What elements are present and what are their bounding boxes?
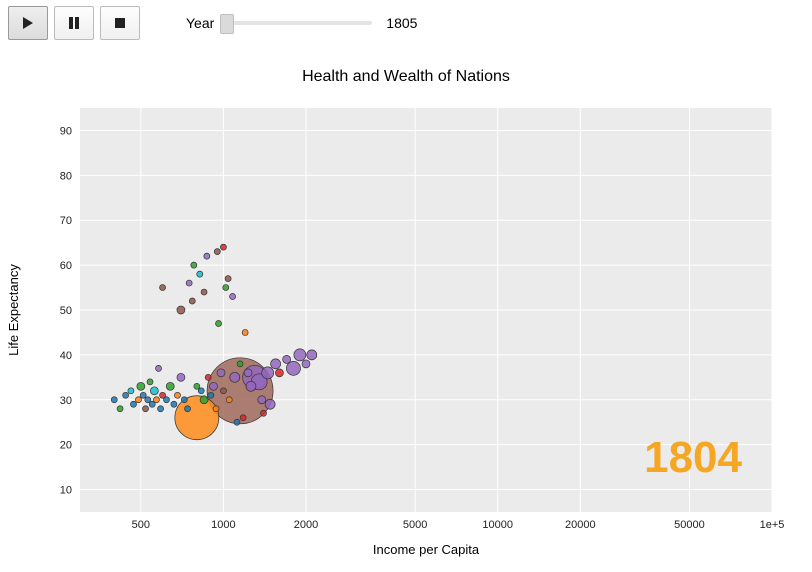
stop-button[interactable]	[100, 6, 140, 40]
year-slider[interactable]	[222, 14, 372, 32]
svg-text:20000: 20000	[565, 519, 596, 531]
play-icon	[21, 16, 35, 30]
svg-text:90: 90	[60, 125, 72, 137]
year-label: Year	[186, 15, 214, 31]
pause-icon	[67, 16, 81, 30]
svg-text:80: 80	[60, 170, 72, 182]
slider-track	[222, 21, 372, 25]
year-overlay: 1804	[644, 433, 742, 482]
pause-button[interactable]	[54, 6, 94, 40]
slider-thumb[interactable]	[220, 14, 234, 34]
stop-icon	[113, 16, 127, 30]
svg-text:5000: 5000	[403, 519, 427, 531]
chart-area: Health and Wealth of Nations 1804 10 20 30…	[0, 50, 812, 529]
x-axis-label: Income per Capita	[373, 542, 480, 557]
play-button[interactable]	[8, 6, 48, 40]
toolbar: Year 1805	[0, 0, 812, 46]
chart-title: Health and Wealth of Nations	[0, 50, 812, 86]
svg-text:1000: 1000	[211, 519, 235, 531]
svg-text:10000: 10000	[482, 519, 513, 531]
svg-text:70: 70	[60, 215, 72, 227]
y-axis-label: Life Expectancy	[6, 264, 21, 356]
svg-text:20: 20	[60, 440, 72, 452]
svg-text:10: 10	[60, 485, 72, 497]
scatter-plot: 1804	[80, 108, 772, 512]
svg-text:500: 500	[132, 519, 150, 531]
svg-text:1e+5: 1e+5	[760, 519, 785, 531]
svg-text:30: 30	[60, 395, 72, 407]
svg-text:50000: 50000	[674, 519, 705, 531]
year-slider-end-label: 1805	[386, 15, 417, 31]
x-axis: 5001000200050001000020000500001e+5Income…	[80, 512, 772, 572]
svg-text:2000: 2000	[294, 519, 318, 531]
y-axis: 10 20 30 40 50 60 70 80 90 Life Expectancy	[0, 108, 80, 512]
svg-text:50: 50	[60, 305, 72, 317]
svg-text:40: 40	[60, 350, 72, 362]
svg-text:60: 60	[60, 260, 72, 272]
